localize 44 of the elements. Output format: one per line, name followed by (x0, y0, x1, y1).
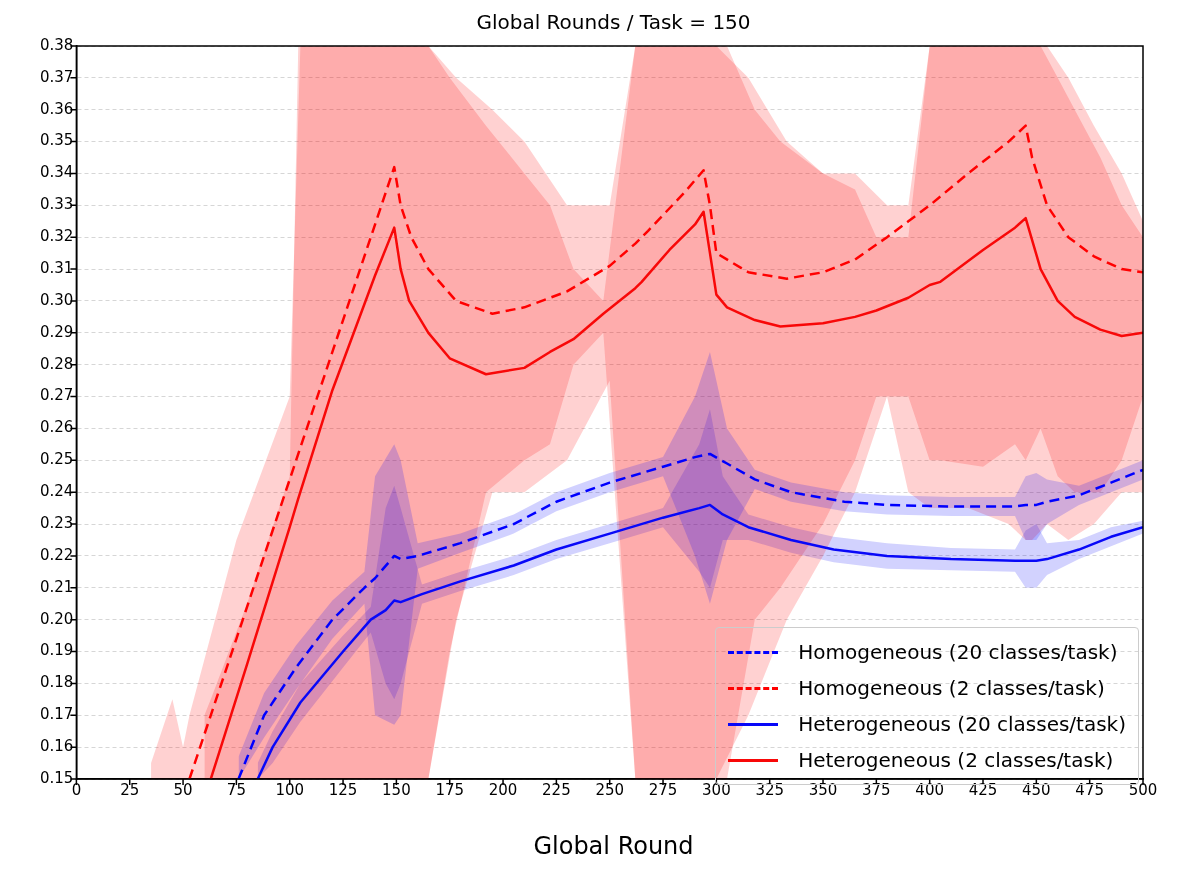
y-tick-label: 0.25 (39, 450, 74, 469)
x-tick-label: 0 (71, 780, 82, 799)
y-tick-label: 0.20 (39, 609, 74, 628)
x-tick-label: 75 (226, 780, 246, 799)
x-tick-label: 500 (1128, 780, 1158, 799)
legend-label: Heterogeneous (2 classes/task) (798, 748, 1114, 772)
y-tick-label: 0.32 (39, 227, 74, 246)
y-tick-label: 0.15 (39, 768, 74, 787)
y-tick-label: 0.36 (39, 99, 74, 118)
x-tick-label: 125 (328, 780, 358, 799)
y-tick-label: 0.19 (39, 641, 74, 660)
y-tick-label: 0.24 (39, 482, 74, 501)
y-tick-label: 0.26 (39, 418, 74, 437)
y-tick-label: 0.27 (39, 386, 74, 405)
y-tick-label: 0.16 (39, 737, 74, 756)
y-tick-label: 0.35 (39, 131, 74, 150)
x-axis-title: Global Round (532, 832, 695, 860)
x-tick-label: 100 (275, 780, 305, 799)
x-tick-label: 25 (120, 780, 140, 799)
y-tick-label: 0.23 (39, 513, 74, 532)
x-tick-label: 250 (595, 780, 625, 799)
y-tick-label: 0.31 (39, 258, 74, 277)
legend-label: Homogeneous (2 classes/task) (798, 676, 1105, 700)
legend-label: Homogeneous (20 classes/task) (798, 640, 1118, 664)
x-tick-label: 50 (173, 780, 193, 799)
y-tick-label: 0.21 (39, 577, 74, 596)
x-tick-label: 150 (382, 780, 411, 799)
x-tick-label: 225 (542, 780, 571, 799)
y-tick-label: 0.30 (39, 290, 74, 309)
y-tick-label: 0.38 (39, 35, 74, 54)
x-tick-label: 200 (488, 780, 518, 799)
y-tick-label: 0.29 (39, 322, 74, 341)
chart-title: Global Rounds / Task = 150 (475, 10, 752, 34)
y-tick-label: 0.28 (39, 354, 74, 373)
y-tick-label: 0.37 (39, 67, 74, 86)
y-tick-label: 0.34 (39, 163, 74, 182)
y-tick-label: 0.18 (39, 673, 74, 692)
y-tick-label: 0.33 (39, 195, 74, 214)
y-tick-label: 0.22 (39, 545, 74, 564)
y-tick-label: 0.17 (39, 705, 74, 724)
x-tick-label: 175 (435, 780, 465, 799)
x-tick-label: 300 (702, 780, 731, 799)
x-tick-label: 275 (648, 780, 678, 799)
legend-label: Heterogeneous (20 classes/task) (798, 712, 1126, 736)
